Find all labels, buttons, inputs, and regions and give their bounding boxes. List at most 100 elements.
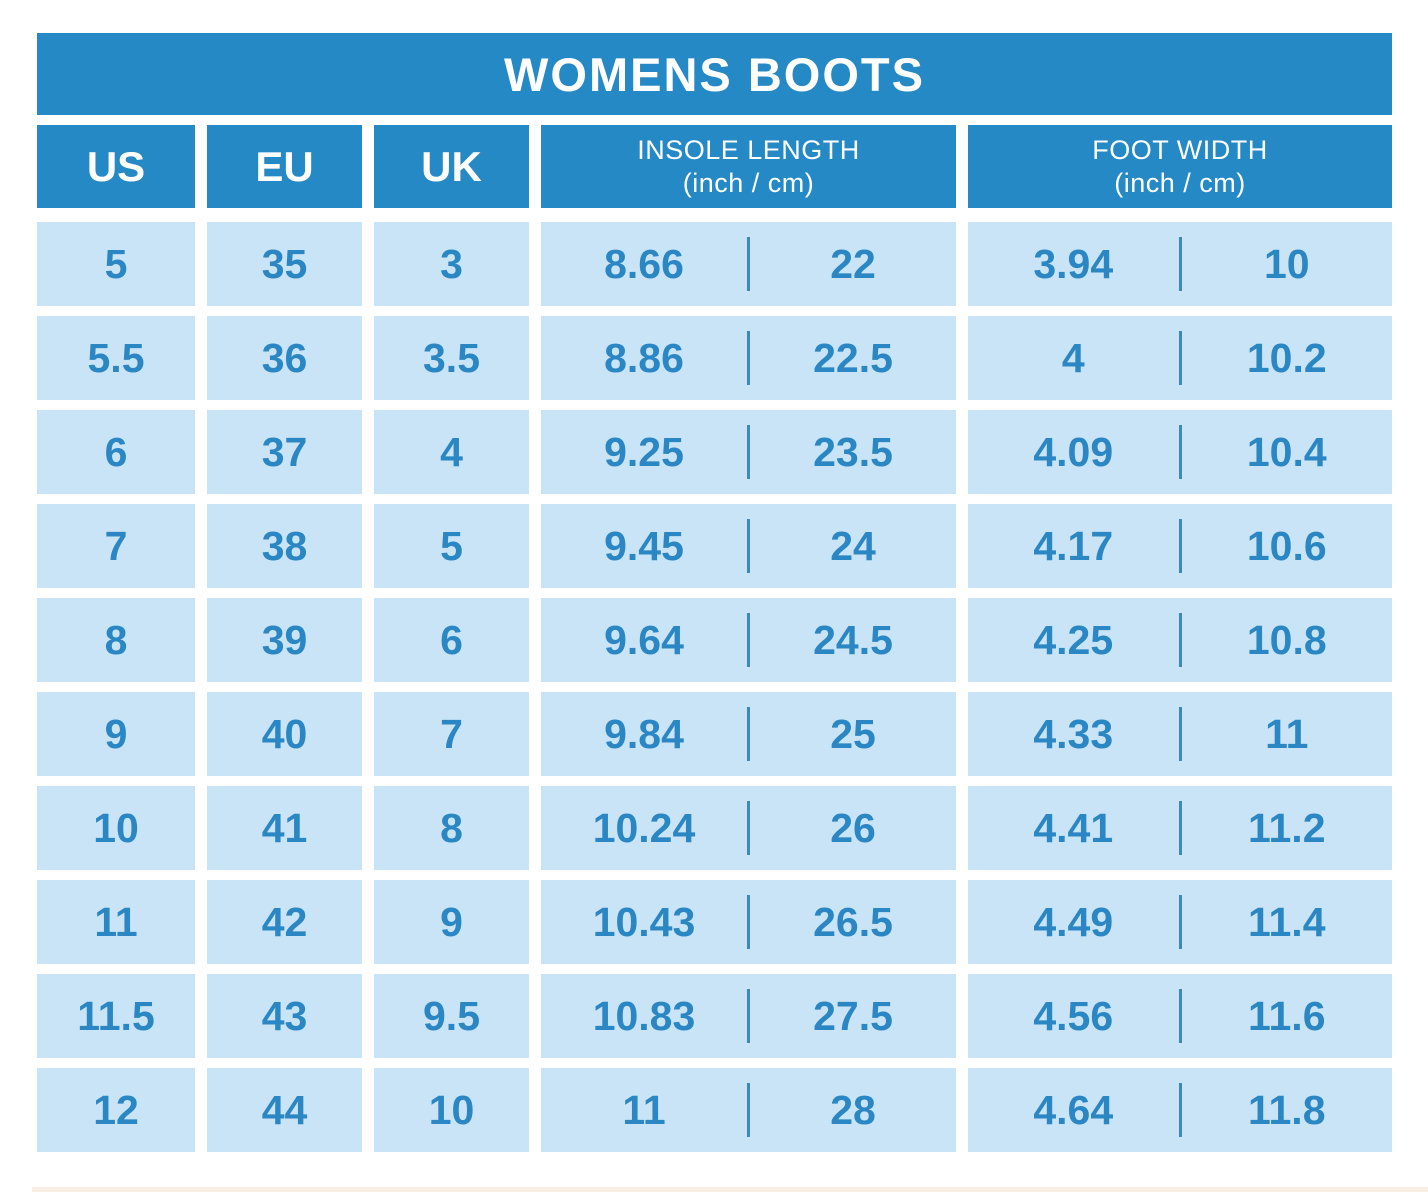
foot-inch-value: 4.17: [1033, 522, 1114, 569]
inch-cm-divider: [1178, 237, 1182, 291]
foot-inch-value: 3.94: [1033, 240, 1114, 287]
foot-width-cell: 4.56 11.6: [968, 974, 1392, 1058]
foot-inch-value: 4.56: [1033, 992, 1114, 1039]
inch-cm-divider: [1178, 425, 1182, 479]
insole-cm-value: 24.5: [813, 616, 893, 663]
table-row: 5.5 36 3.5 8.86 22.5 4 10.2: [37, 316, 1392, 400]
insole-inch-value: 11: [622, 1086, 666, 1133]
insole-header-line2: (inch / cm): [682, 167, 815, 198]
inch-cm-divider: [1178, 613, 1182, 667]
inch-cm-divider: [747, 425, 750, 479]
eu-size-cell: 35: [207, 222, 362, 306]
inch-cm-divider: [747, 237, 750, 291]
insole-cm-value: 22.5: [813, 334, 893, 381]
foot-inch-value: 4.64: [1033, 1086, 1114, 1133]
eu-size-cell: 42: [207, 880, 362, 964]
eu-size-cell: 44: [207, 1068, 362, 1152]
page-bottom-edge: [32, 1187, 1428, 1192]
foot-width-cell: 3.94 10: [968, 222, 1392, 306]
foot-header-line1: FOOT WIDTH: [1092, 134, 1268, 165]
foot-inch-value: 4: [1061, 334, 1085, 381]
insole-inch-value: 9.25: [604, 428, 684, 475]
table-row: 6 37 4 9.25 23.5 4.09 10.4: [37, 410, 1392, 494]
column-header-uk: UK: [374, 125, 529, 208]
inch-cm-divider: [747, 707, 750, 761]
foot-inch-value: 4.41: [1033, 804, 1114, 851]
eu-size-cell: 41: [207, 786, 362, 870]
uk-size-cell: 3.5: [374, 316, 529, 400]
foot-width-cell: 4.41 11.2: [968, 786, 1392, 870]
us-size-cell: 9: [37, 692, 195, 776]
foot-cm-value: 11.2: [1247, 804, 1326, 851]
uk-size-cell: 9.5: [374, 974, 529, 1058]
chart-title: WOMENS BOOTS: [37, 33, 1392, 115]
insole-length-cell: 9.25 23.5: [541, 410, 956, 494]
table-row: 7 38 5 9.45 24 4.17 10.6: [37, 504, 1392, 588]
insole-cm-value: 24: [830, 522, 876, 569]
foot-width-cell: 4.64 11.8: [968, 1068, 1392, 1152]
insole-inch-value: 10.43: [592, 898, 696, 945]
us-size-cell: 10: [37, 786, 195, 870]
insole-length-cell: 11 28: [541, 1068, 956, 1152]
eu-size-cell: 40: [207, 692, 362, 776]
foot-inch-value: 4.33: [1033, 710, 1114, 757]
table-row: 10 41 8 10.24 26 4.41 11.2: [37, 786, 1392, 870]
inch-cm-divider: [747, 613, 750, 667]
insole-length-cell: 9.64 24.5: [541, 598, 956, 682]
eu-size-cell: 39: [207, 598, 362, 682]
foot-width-cell: 4.33 11: [968, 692, 1392, 776]
table-row: 11 42 9 10.43 26.5 4.49 11.4: [37, 880, 1392, 964]
insole-length-cell: 9.84 25: [541, 692, 956, 776]
foot-cm-value: 11: [1265, 710, 1309, 757]
eu-size-cell: 43: [207, 974, 362, 1058]
foot-width-cell: 4.17 10.6: [968, 504, 1392, 588]
uk-size-cell: 7: [374, 692, 529, 776]
uk-size-cell: 3: [374, 222, 529, 306]
uk-size-cell: 8: [374, 786, 529, 870]
insole-header-line1: INSOLE LENGTH: [637, 134, 860, 165]
uk-size-cell: 4: [374, 410, 529, 494]
foot-width-cell: 4.25 10.8: [968, 598, 1392, 682]
inch-cm-divider: [1178, 707, 1182, 761]
insole-inch-value: 8.86: [604, 334, 684, 381]
insole-inch-value: 10.24: [592, 804, 696, 851]
inch-cm-divider: [747, 331, 750, 385]
table-row: 11.5 43 9.5 10.83 27.5 4.56 11.6: [37, 974, 1392, 1058]
insole-length-cell: 10.24 26: [541, 786, 956, 870]
insole-cm-value: 26.5: [813, 898, 893, 945]
uk-size-cell: 9: [374, 880, 529, 964]
foot-cm-value: 11.6: [1247, 992, 1326, 1039]
insole-cm-value: 26: [830, 804, 876, 851]
inch-cm-divider: [747, 801, 750, 855]
insole-length-cell: 8.66 22: [541, 222, 956, 306]
column-header-eu: EU: [207, 125, 362, 208]
foot-inch-value: 4.09: [1033, 428, 1114, 475]
insole-cm-value: 22: [830, 240, 876, 287]
eu-size-cell: 36: [207, 316, 362, 400]
us-size-cell: 5: [37, 222, 195, 306]
insole-cm-value: 28: [830, 1086, 876, 1133]
foot-cm-value: 11.8: [1247, 1086, 1326, 1133]
uk-size-cell: 5: [374, 504, 529, 588]
insole-inch-value: 10.83: [592, 992, 696, 1039]
insole-cm-value: 27.5: [813, 992, 893, 1039]
us-size-cell: 12: [37, 1068, 195, 1152]
foot-width-cell: 4.09 10.4: [968, 410, 1392, 494]
us-size-cell: 5.5: [37, 316, 195, 400]
us-size-cell: 6: [37, 410, 195, 494]
foot-inch-value: 4.25: [1033, 616, 1114, 663]
foot-cm-value: 11.4: [1247, 898, 1326, 945]
inch-cm-divider: [747, 1083, 750, 1137]
table-body: 5 35 3 8.66 22 3.94 10 5.5 36 3.5 8.86 2…: [37, 222, 1392, 1152]
foot-cm-value: 10: [1263, 240, 1310, 287]
inch-cm-divider: [1178, 895, 1182, 949]
uk-size-cell: 6: [374, 598, 529, 682]
inch-cm-divider: [1178, 331, 1182, 385]
insole-cm-value: 25: [830, 710, 876, 757]
insole-cm-value: 23.5: [813, 428, 893, 475]
insole-inch-value: 8.66: [604, 240, 684, 287]
inch-cm-divider: [747, 989, 750, 1043]
insole-inch-value: 9.84: [604, 710, 684, 757]
insole-length-cell: 10.83 27.5: [541, 974, 956, 1058]
table-row: 9 40 7 9.84 25 4.33 11: [37, 692, 1392, 776]
